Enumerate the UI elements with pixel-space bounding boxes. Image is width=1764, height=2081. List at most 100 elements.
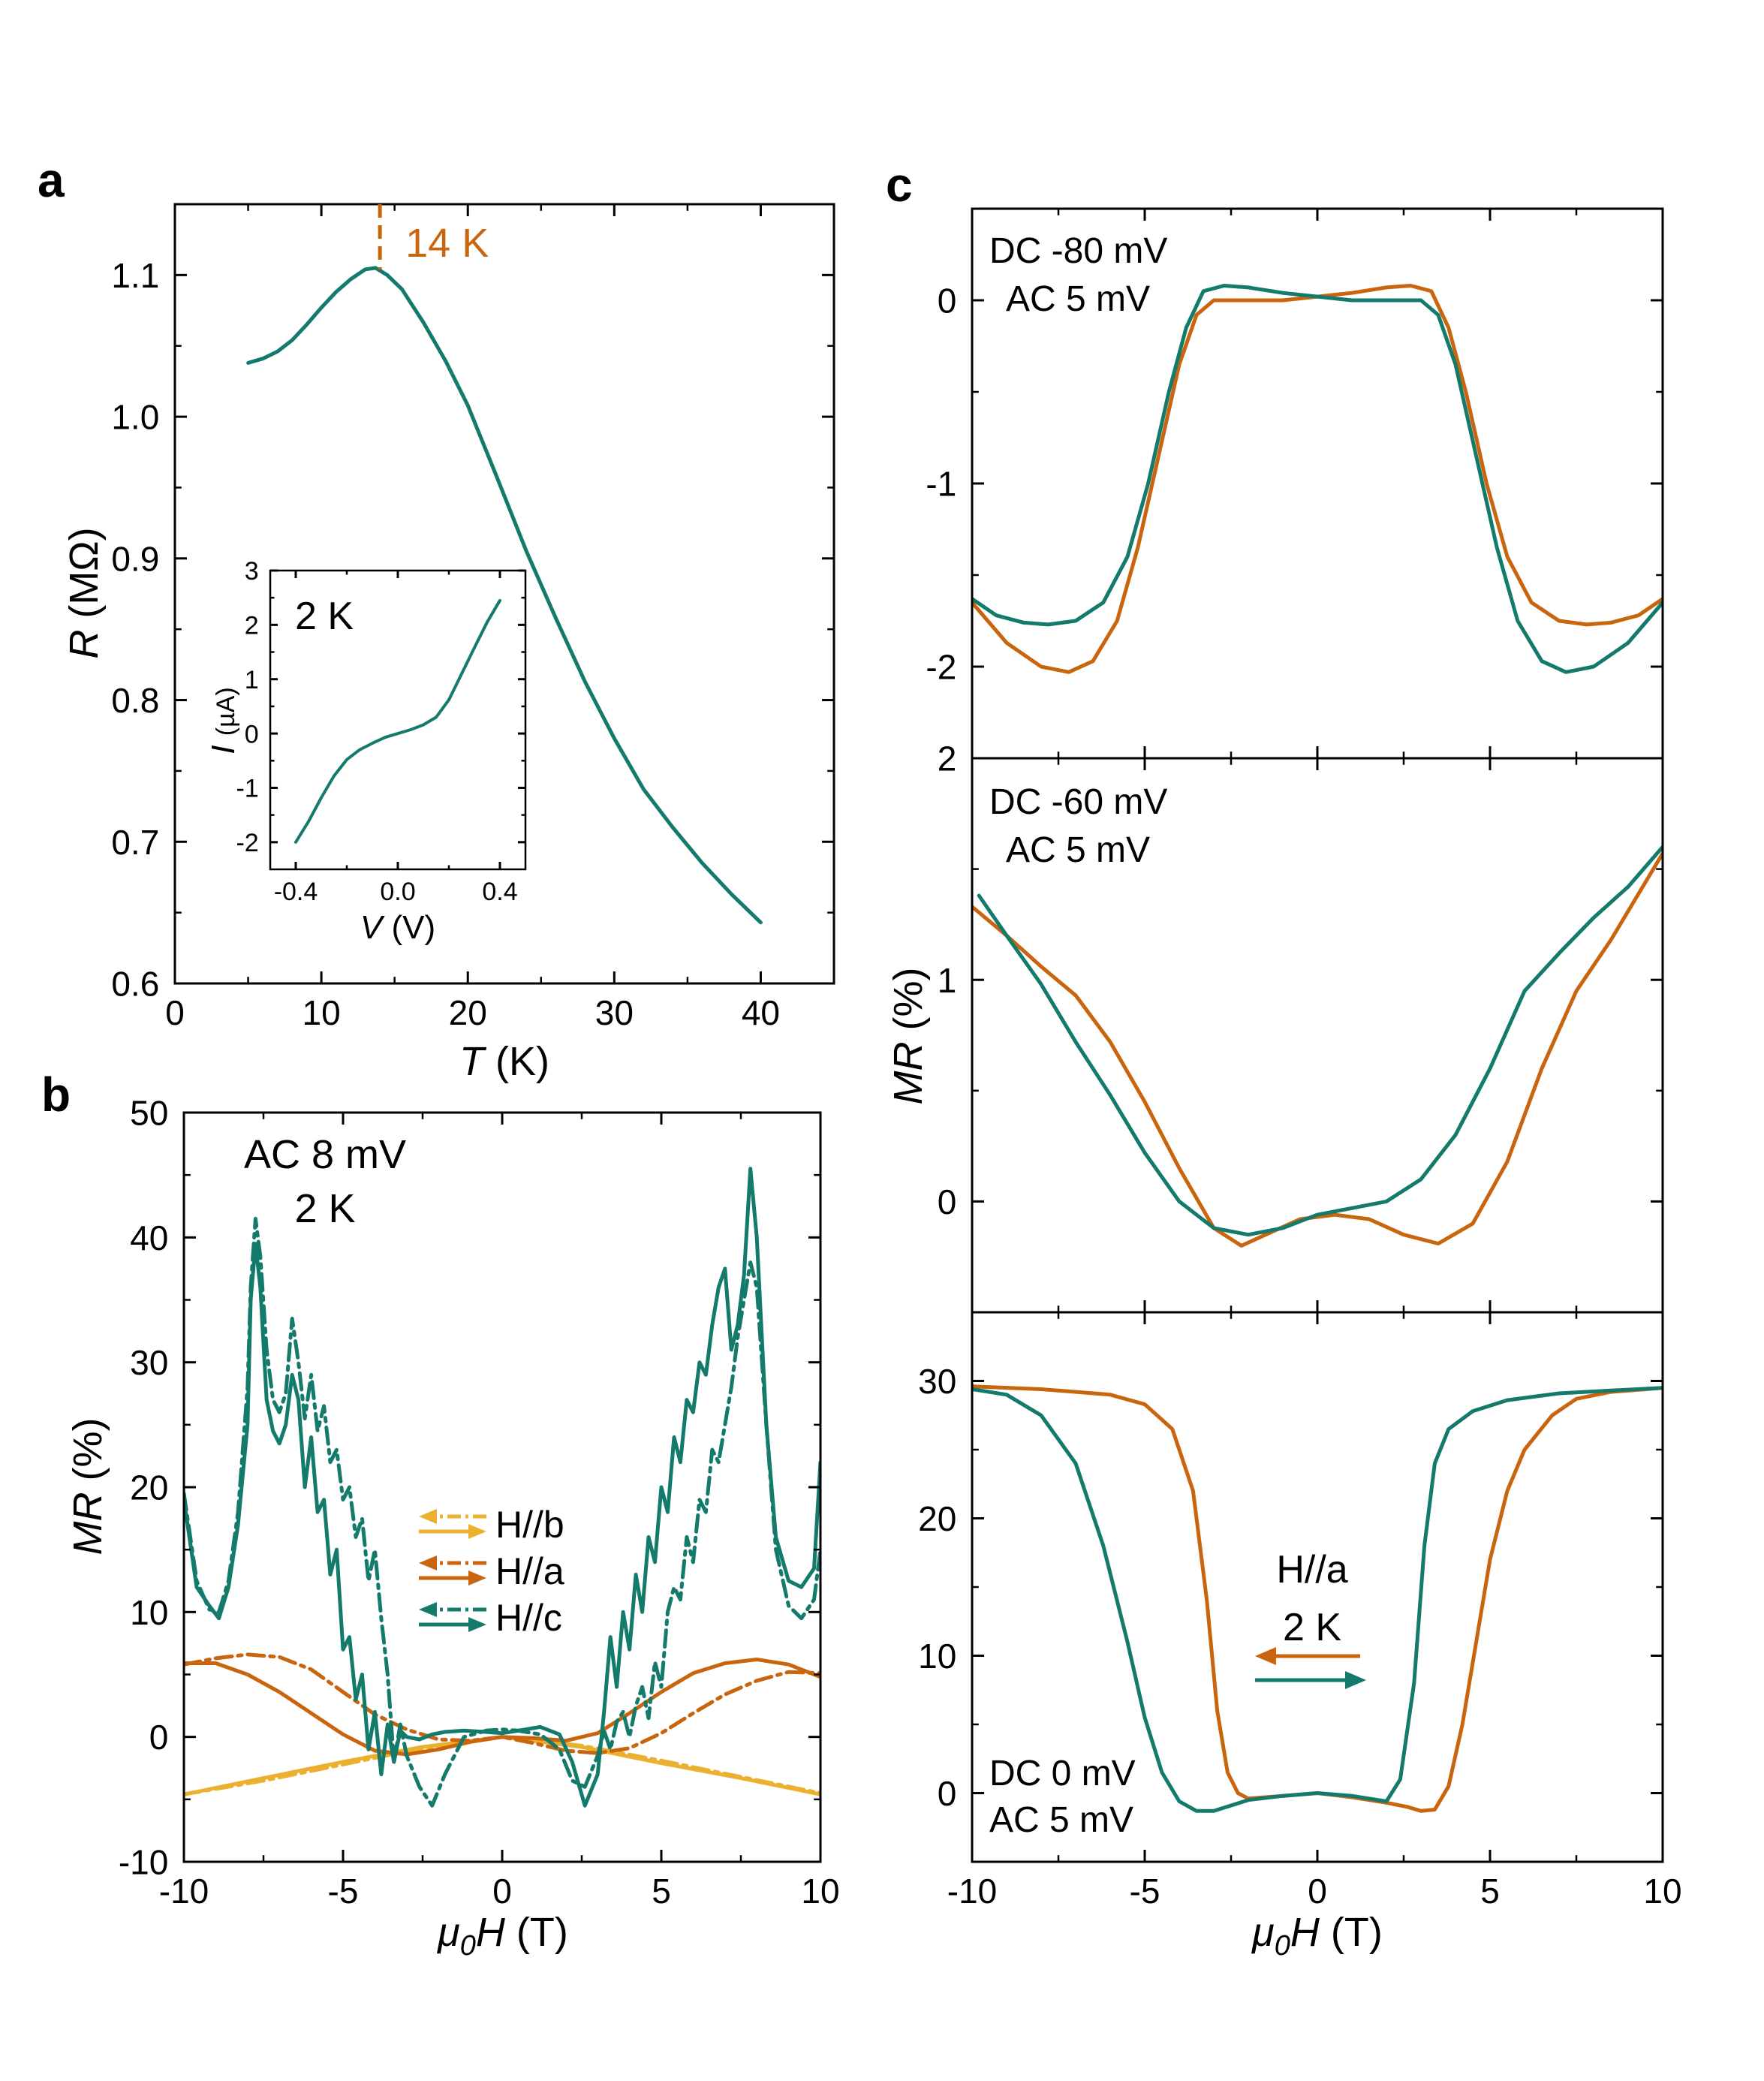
legend-H//c-arrow-right	[468, 1617, 486, 1632]
chart-a-inset-ytick-label: 3	[245, 557, 259, 586]
chart-c-top-annotation-2: AC 5 mV	[1006, 279, 1150, 319]
inset-annotation: 2 K	[295, 595, 354, 638]
chart-c-top-ytick-label: -1	[926, 465, 956, 504]
chart-a-xtick-label: 20	[449, 993, 487, 1032]
chart-c-bot-ytick-label: 10	[918, 1637, 956, 1676]
chart-a-inset-xtick-label: -0.4	[274, 878, 318, 906]
chart-c-ylabel-var: MR	[886, 1042, 931, 1105]
chart-a-xlabel: T (K)	[459, 1039, 549, 1084]
chart-b-series-5	[184, 1167, 820, 1808]
chart-a-frame	[173, 203, 835, 985]
legend-H//b-arrow-left	[419, 1509, 437, 1524]
chart-c-middle-annotation-1: DC -60 mV	[989, 782, 1167, 822]
chart-b-ytick-label: 50	[130, 1094, 168, 1133]
chart-a-xlabel-unit: (K)	[495, 1039, 549, 1084]
chart-a-inset-xlabel-var: V	[360, 909, 385, 946]
chart-b-ylabel: MR (%)	[65, 1418, 110, 1555]
chart-b-legend: H//bH//a H//c	[419, 1504, 564, 1639]
chart-a-ylabel-unit: (MΩ)	[62, 527, 107, 618]
chart-c-bot-ytick-label: 0	[938, 1774, 957, 1813]
chart-c-xlabel-unit: (T)	[1331, 1910, 1383, 1955]
legend-H//b-arrow-right	[468, 1524, 486, 1539]
legend-H//a-label: H//a	[495, 1550, 564, 1592]
chart-c-bot-series-1	[972, 1386, 1663, 1813]
inset-background	[270, 571, 525, 869]
panel-label-c: c	[886, 158, 913, 212]
chart-c-bot-xtick-label: 0	[1308, 1872, 1327, 1911]
chart-a-inset-ytick-label: 2	[245, 612, 259, 640]
chart-c-bot-xtick-label: 10	[1643, 1872, 1681, 1911]
chart-b-series-3	[184, 1658, 820, 1757]
chart-a-xtick-label: 40	[742, 993, 780, 1032]
chart-b-xtick-label: -10	[159, 1872, 209, 1911]
chart-c-top-annotation-1: DC -80 mV	[989, 231, 1167, 271]
chart-b-xlabel-var: μ0H	[436, 1910, 506, 1962]
chart-c-bottom-annotation-1: DC 0 mV	[989, 1754, 1136, 1793]
chart-a-ytick-label: 0.9	[111, 539, 159, 578]
legend-H//c-arrow-left	[419, 1602, 437, 1617]
chart-b-ytick-label: 30	[130, 1343, 168, 1382]
chart-a-ytick-label: 0.6	[111, 965, 159, 1004]
chart-b-xtick-label: 10	[801, 1872, 839, 1911]
chart-c-mid-ytick-label: 2	[938, 739, 957, 778]
chart-c-mid-ytick-label: 0	[938, 1182, 957, 1221]
chart-c-ylabel: MR (%)	[886, 968, 931, 1105]
chart-a-inset-xlabel: V (V)	[360, 909, 435, 946]
chart-a-ytick-label: 0.7	[111, 823, 159, 862]
chart-a-inset-xlabel-unit: (V)	[391, 909, 435, 946]
chart-a-ylabel: R (MΩ)	[62, 527, 107, 658]
chart-b-annotation-1: AC 8 mV	[244, 1132, 406, 1177]
chart-c-bot-series-0	[972, 1384, 1663, 1813]
panel-label-a: a	[38, 153, 65, 207]
chart-c-bottom: -10 -5 0 5 10 0 10 20 30 H//a 2 K DC 0 mV AC 5 m…	[918, 1311, 1682, 1962]
chart-a-xtick-label: 10	[303, 993, 341, 1032]
chart-b-annotation-2: 2 K	[294, 1186, 355, 1231]
chart-c-bot-xtick-label: 5	[1480, 1872, 1500, 1911]
chart-b-ylabel-var: MR	[65, 1492, 110, 1555]
sweep-up-arrowhead	[1345, 1671, 1366, 1689]
chart-c-middle-annotation-2: AC 5 mV	[1006, 830, 1150, 870]
chart-c-mid-series-0	[972, 851, 1663, 1248]
chart-b-xtick-label: 5	[652, 1872, 671, 1911]
chart-a-ylabel-var: R	[62, 630, 107, 659]
chart-c-bot-xtick-label: -5	[1130, 1872, 1160, 1911]
chart-a-inset-ytick-label: 1	[245, 666, 259, 694]
chart-a: 0 10 20 30 400.60.70.80.91.01.1 14 K R (MΩ) …	[62, 203, 835, 1084]
chart-b-ytick-label: 0	[149, 1718, 169, 1757]
chart-b: -10 -5 0 5 10 -10 0 10 20 30 40 50 AC 8 mV 2 K H//b…	[65, 1094, 840, 1962]
chart-a-ytick-label: 0.8	[111, 681, 159, 720]
chart-a-inset-ylabel-var: I	[205, 745, 242, 754]
chart-b-series-0	[184, 1735, 820, 1796]
chart-a-ytick-label: 1.1	[111, 256, 159, 295]
legend-H//a-arrow-right	[468, 1571, 486, 1586]
chart-c-xlabel-var: μ0H	[1251, 1910, 1320, 1962]
chart-c-bottom-legend-1: H//a	[1276, 1548, 1347, 1592]
chart-b-ytick-label: -10	[119, 1843, 168, 1882]
chart-a-xtick-label: 30	[595, 993, 634, 1032]
chart-c-bottom-annotation-2: AC 5 mV	[989, 1800, 1133, 1840]
chart-b-xlabel-unit: (T)	[516, 1910, 568, 1955]
chart-a-inset-ytick-label: 0	[245, 720, 259, 748]
chart-c-bot-ytick-label: 30	[918, 1362, 956, 1401]
chart-b-xtick-label: -5	[328, 1872, 359, 1911]
chart-a-inset-series-0	[294, 598, 501, 844]
chart-c-top-ytick-label: -2	[926, 648, 956, 687]
chart-b-series-4	[184, 1216, 820, 1808]
chart-b-frame	[182, 1111, 822, 1863]
chart-a-ytick-label: 1.0	[111, 398, 159, 437]
chart-b-ylabel-unit: (%)	[65, 1418, 110, 1481]
chart-c-ylabel-unit: (%)	[886, 968, 931, 1031]
chart-a-inset-ylabel: I (µA)	[205, 687, 242, 754]
peak-marker-label: 14 K	[405, 221, 489, 266]
legend-H//c-label: H//c	[495, 1597, 562, 1639]
chart-a-inset-ylabel-unit: (µA)	[212, 687, 240, 736]
chart-c-bot-ytick-label: 20	[918, 1499, 956, 1538]
chart-c-middle: 0 1 2 DC -60 mV AC 5 mV	[938, 739, 1664, 1314]
chart-c-top-ytick-label: 0	[938, 282, 957, 321]
chart-c-top-series-0	[972, 284, 1663, 674]
chart-a-inset-xtick-label: 0.0	[380, 878, 415, 906]
chart-a-inset-ytick-label: -1	[236, 775, 258, 803]
chart-c-xlabel: μ0H (T)	[1251, 1910, 1383, 1962]
chart-a-inset-xtick-label: 0.4	[482, 878, 517, 906]
